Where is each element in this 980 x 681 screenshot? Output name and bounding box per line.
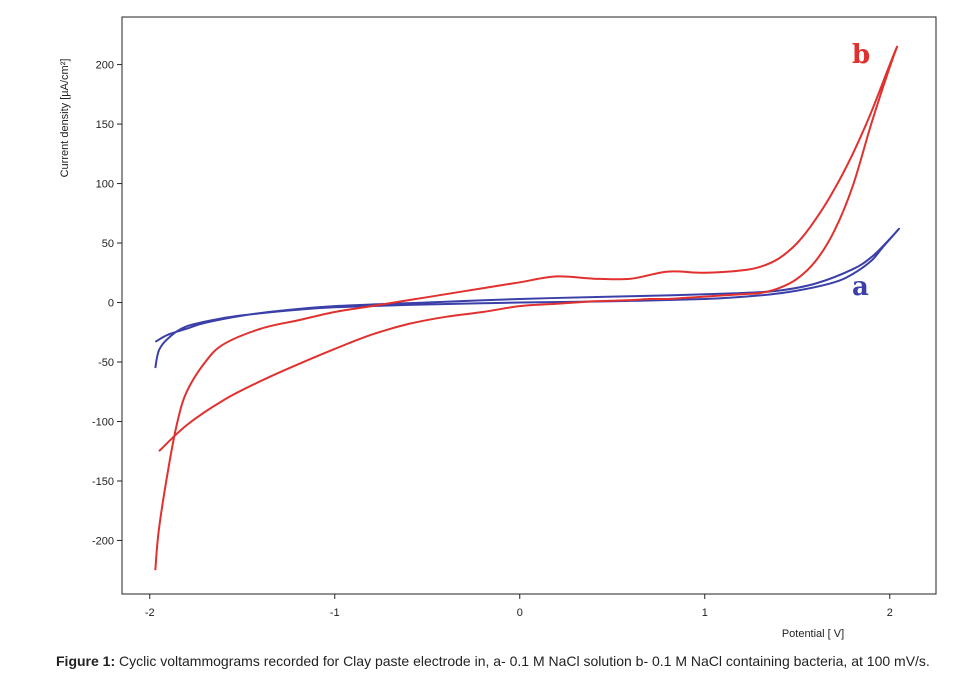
y-tick-label: -200	[92, 535, 114, 547]
cyclic-voltammogram-chart: -2 -1 0 1 2 200 150 100 50 0 -50 -100 -150 -200 Pote…	[59, 16, 937, 640]
x-tick-label: 0	[517, 607, 523, 619]
y-axis-ticks: 200 150 100 50 0 -50 -100 -150 -200	[92, 60, 122, 547]
series-layer	[154, 45, 901, 571]
caption-text: Cyclic voltammograms recorded for Clay p…	[115, 653, 930, 669]
y-tick-label: 50	[102, 238, 114, 250]
x-axis-ticks: -2 -1 0 1 2	[145, 594, 893, 619]
x-axis-title: Potential [ V]	[782, 628, 844, 640]
y-tick-label: -50	[98, 357, 114, 369]
y-tick-label: 0	[108, 298, 114, 310]
series-a-tag: a	[852, 272, 869, 302]
y-tick-label: 150	[96, 119, 114, 131]
x-tick-label: -2	[145, 607, 155, 619]
series-b-tag: b	[852, 40, 870, 70]
y-tick-label: -100	[92, 416, 114, 428]
x-tick-label: 2	[887, 607, 893, 619]
figure-label: Figure 1:	[56, 653, 116, 669]
series-a-line	[154, 227, 901, 369]
figure-caption: Figure 1: Cyclic voltammograms recorded …	[56, 653, 976, 669]
x-tick-label: -1	[330, 607, 340, 619]
series-b-line	[154, 45, 899, 571]
y-axis-title: Current density [µA/cm²]	[59, 59, 71, 178]
y-tick-label: 100	[96, 179, 114, 191]
y-tick-label: 200	[96, 60, 114, 72]
plot-frame	[121, 16, 937, 595]
y-tick-label: -150	[92, 476, 114, 488]
x-tick-label: 1	[702, 607, 708, 619]
